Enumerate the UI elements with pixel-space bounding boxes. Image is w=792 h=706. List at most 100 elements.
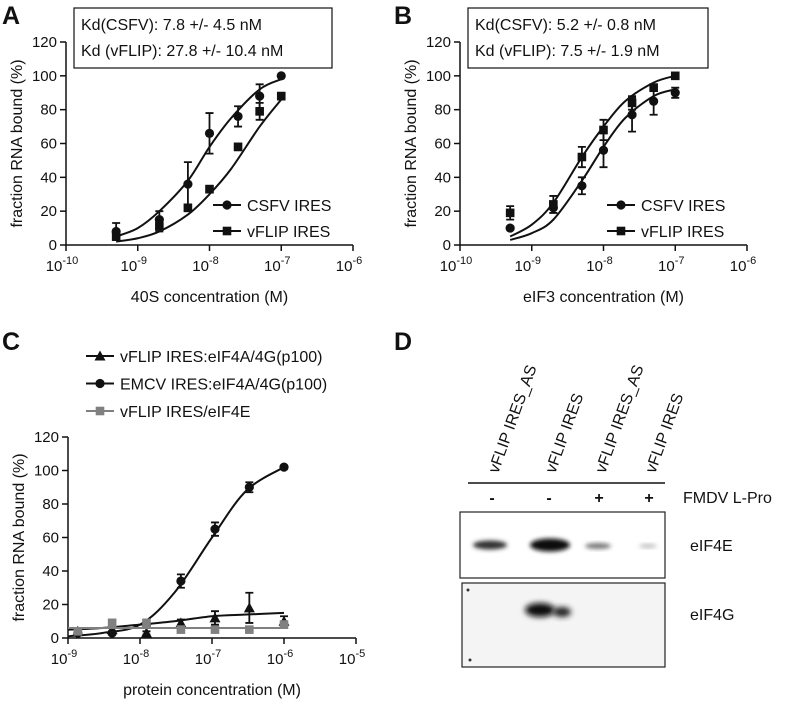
fit-curve bbox=[115, 78, 282, 238]
marker bbox=[279, 620, 289, 629]
x-tick-label: 10-9 bbox=[51, 648, 77, 668]
annotation: Kd (vFLIP): 7.5 +/- 1.9 nM bbox=[475, 43, 660, 60]
marker bbox=[599, 125, 608, 135]
y-axis-label: fraction RNA bound (%) bbox=[11, 453, 28, 621]
marker bbox=[233, 111, 243, 122]
x-tick-label: 10-6 bbox=[336, 255, 362, 275]
marker bbox=[649, 83, 658, 92]
y-tick-label: 0 bbox=[443, 237, 451, 254]
band bbox=[585, 543, 611, 549]
lane-label: vFLIP IRES_AS bbox=[486, 363, 541, 475]
marker bbox=[183, 179, 193, 189]
speck bbox=[468, 658, 472, 662]
annotation: Kd (vFLIP): 27.8 +/- 10.4 nM bbox=[81, 43, 283, 60]
legend-label: vFLIP IRES/eIF4E bbox=[120, 404, 250, 421]
y-tick-label: 100 bbox=[32, 68, 57, 85]
treatment-label: FMDV L-Pro bbox=[683, 490, 772, 507]
panel-label: B bbox=[394, 2, 412, 30]
marker bbox=[549, 200, 558, 209]
x-tick-label: 10-7 bbox=[658, 255, 684, 275]
tick-base: 10 bbox=[192, 258, 209, 275]
legend-label: vFLIP IRES:eIF4A/4G(p100) bbox=[120, 349, 322, 366]
marker bbox=[598, 145, 609, 155]
annotation-box bbox=[73, 7, 333, 69]
tick-base: 10 bbox=[195, 651, 212, 668]
tick-exponent: -6 bbox=[352, 255, 362, 267]
panel-label: D bbox=[394, 328, 412, 356]
y-tick-label: 120 bbox=[34, 429, 59, 446]
y-tick-label: 60 bbox=[42, 530, 59, 547]
fit-curve bbox=[115, 98, 283, 243]
tick-exponent: -7 bbox=[675, 255, 685, 267]
marker bbox=[222, 200, 232, 210]
tick-base: 10 bbox=[264, 258, 281, 275]
marker bbox=[577, 181, 587, 191]
y-axis-label: fraction RNA bound (%) bbox=[9, 59, 26, 227]
y-tick-label: 80 bbox=[42, 496, 59, 513]
y-tick-label: 80 bbox=[434, 102, 451, 119]
tick-base: 10 bbox=[51, 651, 68, 668]
panel-label: C bbox=[2, 328, 20, 356]
marker bbox=[183, 203, 193, 213]
tick-base: 10 bbox=[339, 651, 356, 668]
x-tick-label: 10-8 bbox=[123, 648, 149, 668]
marker bbox=[616, 226, 626, 236]
tick-base: 10 bbox=[46, 258, 63, 275]
marker bbox=[276, 71, 286, 81]
marker bbox=[94, 350, 106, 361]
y-tick-label: 20 bbox=[42, 597, 59, 614]
tick-exponent: -6 bbox=[746, 255, 756, 267]
marker bbox=[279, 462, 289, 472]
x-tick-label: 10-6 bbox=[730, 255, 756, 275]
marker bbox=[155, 222, 164, 231]
y-tick-label: 60 bbox=[40, 136, 57, 153]
treatment-sign: - bbox=[489, 490, 494, 507]
tick-base: 10 bbox=[121, 258, 138, 275]
y-tick-label: 40 bbox=[434, 169, 451, 186]
band bbox=[473, 540, 507, 550]
marker bbox=[73, 627, 83, 636]
marker bbox=[233, 142, 243, 152]
marker bbox=[95, 406, 105, 416]
tick-base: 10 bbox=[586, 258, 603, 275]
tick-base: 10 bbox=[123, 651, 140, 668]
tick-exponent: -8 bbox=[209, 255, 219, 267]
protein-label: eIF4G bbox=[690, 607, 734, 624]
annotation-box bbox=[467, 7, 709, 69]
tick-base: 10 bbox=[267, 651, 284, 668]
y-tick-label: 0 bbox=[49, 237, 57, 254]
marker bbox=[142, 618, 151, 628]
tick-exponent: -6 bbox=[283, 648, 293, 660]
lane-label: vFLIP IRES bbox=[543, 391, 587, 475]
lane-label: vFLIP IRES_AS bbox=[593, 363, 648, 475]
y-tick-label: 0 bbox=[51, 630, 59, 647]
tick-exponent: -5 bbox=[355, 648, 365, 660]
treatment-sign: + bbox=[594, 490, 603, 507]
marker bbox=[670, 71, 680, 81]
tick-exponent: -8 bbox=[603, 255, 613, 267]
x-tick-label: 10-7 bbox=[195, 648, 221, 668]
annotation: Kd(CSFV): 7.8 +/- 4.5 nM bbox=[81, 17, 262, 34]
marker bbox=[245, 625, 254, 634]
x-tick-label: 10-10 bbox=[440, 255, 473, 275]
protein-label: eIF4E bbox=[690, 538, 733, 555]
band bbox=[553, 607, 571, 617]
band bbox=[639, 544, 657, 548]
panel-label: A bbox=[2, 2, 20, 30]
legend-label: CSFV IRES bbox=[641, 198, 725, 215]
marker bbox=[209, 612, 221, 623]
y-axis-label: fraction RNA bound (%) bbox=[403, 59, 420, 227]
marker bbox=[95, 378, 105, 389]
y-tick-label: 120 bbox=[32, 34, 57, 51]
lane-label: vFLIP IRES bbox=[643, 391, 687, 475]
marker bbox=[204, 128, 215, 138]
marker bbox=[616, 200, 626, 210]
marker bbox=[175, 617, 187, 628]
marker bbox=[176, 576, 186, 586]
tick-exponent: -10 bbox=[456, 255, 472, 267]
marker bbox=[176, 625, 186, 634]
marker bbox=[670, 88, 680, 98]
marker bbox=[577, 152, 587, 162]
legend-label: vFLIP IRES bbox=[247, 224, 330, 241]
